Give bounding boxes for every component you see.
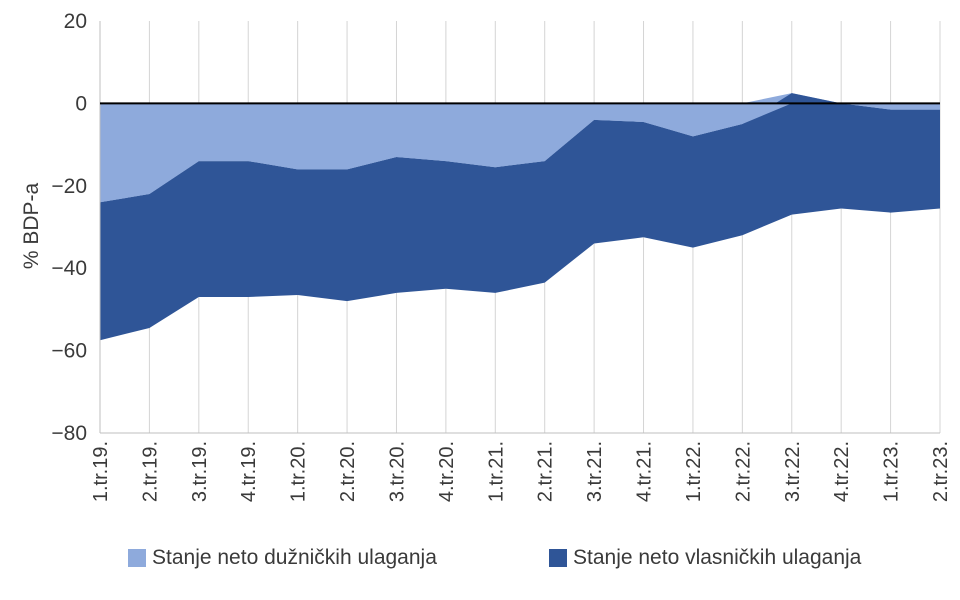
x-tick-label: 1.tr.23. <box>881 441 903 502</box>
legend-swatch-debt <box>128 549 146 567</box>
legend-swatch-equity <box>549 549 567 567</box>
area-series-equity <box>100 93 940 341</box>
legend-label-debt: Stanje neto dužničkih ulaganja <box>152 546 437 569</box>
legend-item-equity: Stanje neto vlasničkih ulaganja <box>549 546 861 570</box>
x-tick-label: 2.tr.20. <box>337 441 359 502</box>
area-series-debt-overlay <box>100 103 940 203</box>
x-tick-label: 2.tr.19. <box>139 441 161 502</box>
x-tick-label: 2.tr.22. <box>732 441 754 502</box>
x-tick-label: 3.tr.21. <box>584 441 606 502</box>
x-tick-label: 4.tr.19. <box>238 441 260 502</box>
axes <box>99 21 940 434</box>
y-tick-label: −80 <box>51 422 87 445</box>
y-tick-label: −60 <box>51 340 87 363</box>
y-tick-label: 20 <box>64 10 87 33</box>
chart-svg: 20 0 −20 −40 −60 −801.tr.19. 2.tr.19. 3.tr.19. 4… <box>20 10 952 502</box>
y-tick-label: −20 <box>51 175 87 198</box>
x-tick-label: 4.tr.20. <box>436 441 458 502</box>
y-tick-label: −40 <box>51 257 87 280</box>
legend: Stanje neto dužničkih ulaganja Stanje ne… <box>0 546 960 580</box>
x-tick-label: 4.tr.22. <box>831 441 853 502</box>
x-tick-label: 3.tr.19. <box>189 441 211 502</box>
y-tick-label: 0 <box>75 92 87 115</box>
x-tick-label: 1.tr.22. <box>683 441 705 502</box>
legend-item-debt: Stanje neto dužničkih ulaganja <box>128 546 437 570</box>
x-tick-label: 4.tr.21. <box>634 441 656 502</box>
x-tick-label: 3.tr.20. <box>387 441 409 502</box>
area-series <box>100 93 940 341</box>
y-axis-label: % BDP-a <box>20 183 43 270</box>
x-tick-label: 3.tr.22. <box>782 441 804 502</box>
tick-labels: 20 0 −20 −40 −60 −801.tr.19. 2.tr.19. 3.tr.19. 4… <box>51 10 952 502</box>
x-tick-label: 1.tr.19. <box>90 441 112 502</box>
legend-label-equity: Stanje neto vlasničkih ulaganja <box>573 546 862 569</box>
x-tick-label: 1.tr.20. <box>288 441 310 502</box>
x-tick-label: 2.tr.21. <box>535 441 557 502</box>
x-tick-label: 2.tr.23. <box>930 441 952 502</box>
x-tick-label: 1.tr.21. <box>485 441 507 502</box>
